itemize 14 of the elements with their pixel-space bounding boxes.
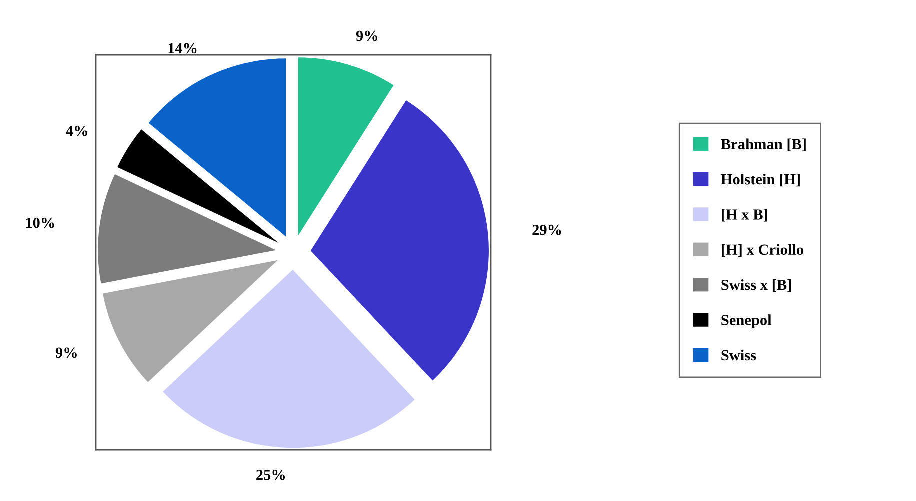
legend-label: Senepol bbox=[722, 314, 772, 329]
legend-label: [H] x Criollo bbox=[722, 244, 804, 257]
legend-label: Holstein [H] bbox=[721, 174, 800, 187]
legend-label: Brahman [B] bbox=[721, 138, 806, 152]
data-label: 4% bbox=[66, 126, 88, 136]
data-label: 9% bbox=[56, 348, 77, 358]
data-label: 9% bbox=[356, 30, 378, 42]
data-label: 25% bbox=[256, 470, 286, 480]
legend-label: Swiss bbox=[722, 350, 756, 361]
data-label: 14% bbox=[168, 43, 197, 54]
legend-label: [H x B] bbox=[722, 209, 768, 222]
legend-label: Swiss x [B] bbox=[722, 279, 792, 292]
data-label: 10% bbox=[26, 218, 54, 228]
data-label: 29% bbox=[532, 224, 562, 236]
